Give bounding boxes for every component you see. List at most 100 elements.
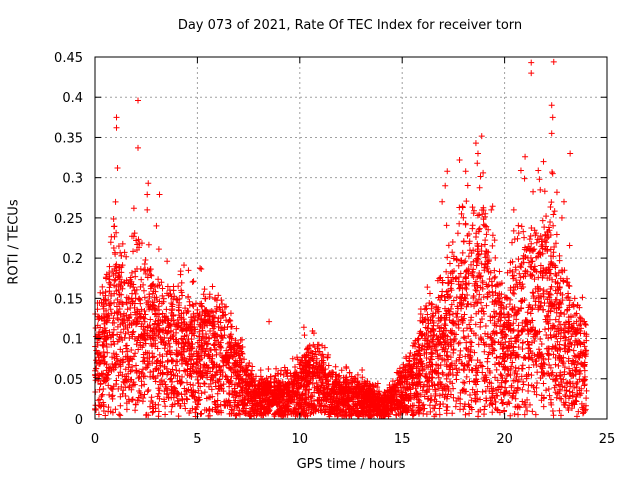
data-point xyxy=(525,342,532,349)
data-point xyxy=(171,321,178,328)
data-point xyxy=(567,339,574,346)
data-point xyxy=(518,260,525,267)
data-point xyxy=(195,401,202,408)
data-point xyxy=(144,355,151,362)
data-point xyxy=(304,345,311,352)
data-point xyxy=(443,327,450,334)
data-point xyxy=(164,283,171,290)
data-point xyxy=(409,402,416,409)
data-point xyxy=(450,346,457,353)
data-point xyxy=(266,388,273,395)
data-point xyxy=(540,360,547,367)
data-point xyxy=(566,302,573,309)
data-point xyxy=(282,403,289,410)
data-point xyxy=(120,313,127,320)
data-point xyxy=(494,377,501,384)
data-point xyxy=(185,267,192,274)
data-point xyxy=(547,285,554,292)
data-point xyxy=(563,387,570,394)
data-point xyxy=(545,224,552,231)
data-point xyxy=(438,314,445,321)
data-point xyxy=(470,293,477,300)
data-point xyxy=(96,329,103,336)
data-point xyxy=(453,365,460,372)
data-point xyxy=(178,344,185,351)
data-point xyxy=(419,367,426,374)
data-point xyxy=(168,394,175,401)
data-point xyxy=(188,373,195,380)
data-point xyxy=(99,391,106,398)
data-point xyxy=(314,385,321,392)
data-point xyxy=(531,227,538,234)
data-point xyxy=(92,325,99,332)
data-point xyxy=(182,405,189,412)
data-point xyxy=(354,410,361,417)
data-point xyxy=(529,258,536,265)
data-point xyxy=(554,280,561,287)
data-point xyxy=(314,396,321,403)
data-point xyxy=(318,352,325,359)
data-point xyxy=(378,410,385,417)
data-point xyxy=(513,387,520,394)
data-point xyxy=(349,398,356,405)
data-point xyxy=(122,392,129,399)
data-point xyxy=(215,292,222,299)
data-point xyxy=(175,302,182,309)
data-point xyxy=(102,292,109,299)
data-point xyxy=(571,384,578,391)
data-point xyxy=(565,318,572,325)
data-point xyxy=(196,312,203,319)
data-point xyxy=(433,361,440,368)
data-point xyxy=(432,388,439,395)
data-point xyxy=(125,376,132,383)
data-point xyxy=(97,289,104,296)
data-point xyxy=(452,403,459,410)
data-point xyxy=(300,368,307,375)
data-point xyxy=(416,379,423,386)
data-point xyxy=(464,292,471,299)
data-point xyxy=(533,384,540,391)
data-point xyxy=(531,331,538,338)
data-point xyxy=(166,322,173,329)
data-point xyxy=(449,380,456,387)
data-point xyxy=(142,270,149,277)
data-point xyxy=(163,306,170,313)
data-point xyxy=(512,264,519,271)
data-point xyxy=(104,349,111,356)
data-point xyxy=(462,411,469,418)
data-point xyxy=(529,289,536,296)
data-point xyxy=(540,380,547,387)
data-point xyxy=(482,388,489,395)
data-point xyxy=(118,291,125,298)
data-point xyxy=(481,264,488,271)
data-point xyxy=(101,301,108,308)
data-point xyxy=(490,338,497,345)
data-point xyxy=(194,353,201,360)
data-point xyxy=(573,380,580,387)
data-point xyxy=(332,398,339,405)
data-point xyxy=(136,318,143,325)
data-point xyxy=(443,395,450,402)
data-point xyxy=(190,360,197,367)
data-point xyxy=(474,283,481,290)
data-point xyxy=(446,260,453,267)
data-point xyxy=(209,365,216,372)
data-point xyxy=(533,239,540,246)
data-point xyxy=(550,249,557,256)
data-point xyxy=(193,300,200,307)
data-point xyxy=(174,296,181,303)
data-point xyxy=(504,365,511,372)
data-point xyxy=(140,331,147,338)
data-point xyxy=(105,369,112,376)
data-point xyxy=(484,383,491,390)
data-point xyxy=(135,374,142,381)
data-point xyxy=(521,175,528,182)
data-point xyxy=(190,313,197,320)
data-point xyxy=(555,286,562,293)
data-point xyxy=(476,211,483,218)
data-point xyxy=(100,386,107,393)
data-point xyxy=(556,304,563,311)
data-point xyxy=(93,347,100,354)
data-point xyxy=(311,343,318,350)
data-point xyxy=(286,389,293,396)
